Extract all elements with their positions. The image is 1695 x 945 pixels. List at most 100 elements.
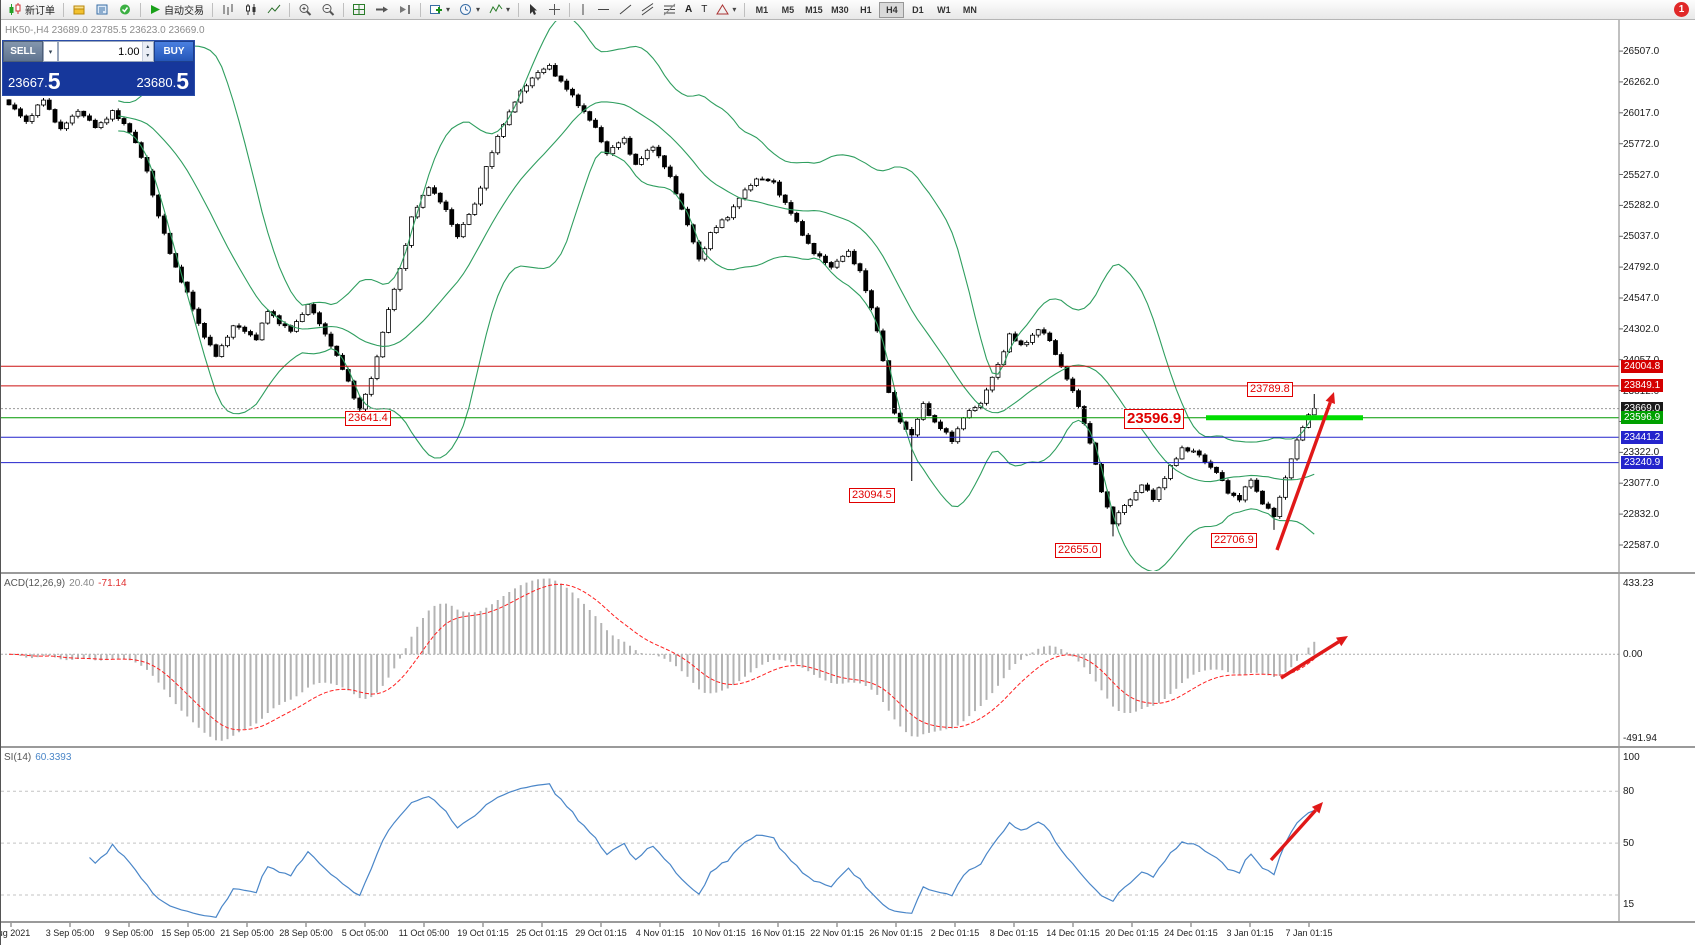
volume-down-button[interactable]: ▾ — [142, 51, 153, 61]
text-icon: A — [685, 4, 693, 15]
trendline-icon — [619, 4, 632, 15]
profile-button[interactable] — [68, 1, 90, 18]
zoom-out-icon — [322, 4, 335, 16]
chart-shift-button[interactable] — [394, 1, 416, 18]
toolbar-separator — [420, 2, 421, 17]
vertical-line-icon — [582, 4, 584, 15]
zoom-out-button[interactable] — [317, 1, 339, 18]
macd-value: 20.40 — [69, 578, 95, 589]
text-button[interactable]: A — [681, 1, 696, 18]
profile-icon — [73, 5, 85, 15]
timeframe-m1[interactable]: M1 — [749, 2, 774, 18]
fibonacci-icon — [663, 3, 676, 16]
horizontal-level-lines[interactable] — [1, 365, 1619, 464]
buy-price-main: 23680. — [136, 75, 177, 90]
terminal-button[interactable] — [114, 1, 136, 18]
ohlc-header: HK50-,H4 23689.0 23785.5 23623.0 23669.0 — [5, 25, 205, 36]
auto-trading-button[interactable]: 自动交易 — [145, 1, 208, 18]
clock-icon — [460, 4, 472, 15]
dropdown-arrow-icon: ▾ — [446, 5, 451, 14]
rsi-name: SI(14) — [4, 752, 32, 763]
buy-button[interactable]: BUY — [154, 41, 194, 62]
rsi-indicator-label: SI(14) 60.3393 — [4, 752, 71, 763]
toolbar: 新订单 自动交易 ▾ ▾ ▾ A T — [1, 0, 1695, 20]
macd-indicator-label: ACD(12,26,9) 20.40 -71.14 — [4, 578, 127, 589]
toolbar-separator — [744, 2, 746, 17]
bar-chart-button[interactable] — [217, 1, 239, 18]
dropdown-arrow-icon: ▾ — [732, 5, 737, 14]
horizontal-line-button[interactable] — [593, 1, 614, 18]
bollinger-bands — [118, 21, 1315, 571]
macd-name: ACD(12,26,9) — [4, 578, 66, 589]
cursor-icon — [530, 4, 538, 15]
sell-price-main: 23667. — [8, 75, 48, 90]
channel-button[interactable] — [637, 1, 658, 18]
timeframe-d1[interactable]: D1 — [905, 2, 930, 18]
timeframe-h1[interactable]: H1 — [853, 2, 878, 18]
indicators-icon — [489, 4, 503, 14]
new-order-icon — [9, 3, 21, 15]
auto-scroll-button[interactable] — [371, 1, 393, 18]
new-order-label: 新订单 — [25, 6, 55, 17]
dropdown-arrow-icon: ▾ — [506, 5, 511, 14]
timeframe-w1[interactable]: W1 — [931, 2, 956, 18]
rsi-line — [89, 783, 1315, 918]
chart-shift-icon — [400, 5, 410, 14]
label-icon: T — [701, 4, 708, 15]
notification-badge[interactable]: 1 — [1674, 2, 1689, 17]
market-watch-icon — [96, 4, 108, 15]
tile-windows-icon — [353, 4, 365, 15]
macd-signal-line — [8, 583, 1315, 731]
macd-signal-value: -71.14 — [98, 578, 127, 589]
timeframe-h4[interactable]: H4 — [879, 1, 905, 18]
toolbar-separator — [518, 2, 520, 17]
sell-price[interactable]: 23667. 5 — [8, 68, 61, 94]
one-click-trading-panel: SELL ▾ ▴ ▾ BUY 23667. 5 23680. 5 — [2, 40, 195, 96]
market-watch-button[interactable] — [91, 1, 113, 18]
new-order-button[interactable]: 新订单 — [4, 1, 59, 18]
buy-price[interactable]: 23680. 5 — [136, 68, 189, 94]
sell-button[interactable]: SELL — [3, 41, 43, 62]
shapes-icon — [716, 4, 730, 15]
timeframe-mn[interactable]: MN — [957, 2, 982, 18]
line-chart-button[interactable] — [263, 1, 285, 18]
crosshair-icon — [549, 4, 561, 15]
new-chart-button[interactable]: ▾ — [425, 1, 454, 18]
shapes-button[interactable]: ▾ — [712, 1, 740, 18]
volume-dropdown[interactable]: ▾ — [43, 41, 58, 62]
cursor-button[interactable] — [523, 1, 543, 18]
terminal-icon — [120, 4, 130, 15]
toolbar-separator — [289, 2, 290, 17]
bar-chart-icon — [223, 4, 233, 15]
sell-price-big-digit: 5 — [47, 68, 61, 94]
timeframe-m30[interactable]: M30 — [827, 2, 852, 18]
timeframe-m15[interactable]: M15 — [801, 2, 826, 18]
candlestick-chart-button[interactable] — [240, 1, 262, 18]
zoom-in-icon — [299, 4, 312, 16]
vertical-line-button[interactable] — [574, 1, 592, 18]
trendline-button[interactable] — [615, 1, 636, 18]
toolbar-separator — [569, 2, 571, 17]
zoom-in-button[interactable] — [294, 1, 316, 18]
periods-button[interactable]: ▾ — [455, 1, 484, 18]
buy-price-big-digit: 5 — [176, 68, 189, 94]
volume-input[interactable] — [59, 42, 142, 61]
label-button[interactable]: T — [697, 1, 711, 18]
macd-histogram — [13, 578, 1316, 741]
toolbar-separator — [140, 2, 141, 17]
fibonacci-button[interactable] — [659, 1, 680, 18]
candlesticks — [6, 63, 1317, 537]
trend-arrows[interactable] — [1269, 392, 1348, 862]
toolbar-separator — [63, 2, 64, 17]
line-chart-icon — [267, 4, 281, 14]
timeframe-group: M1 M5 M15 M30 H1 H4 D1 W1 MN — [749, 1, 982, 18]
indicators-button[interactable]: ▾ — [485, 1, 514, 18]
auto-trading-label: 自动交易 — [164, 6, 204, 17]
tile-windows-button[interactable] — [348, 1, 370, 18]
crosshair-button[interactable] — [544, 1, 565, 18]
timeframe-m5[interactable]: M5 — [775, 2, 800, 18]
candlestick-chart-icon — [246, 4, 256, 15]
volume-up-button[interactable]: ▴ — [142, 42, 153, 52]
play-icon — [151, 5, 160, 14]
